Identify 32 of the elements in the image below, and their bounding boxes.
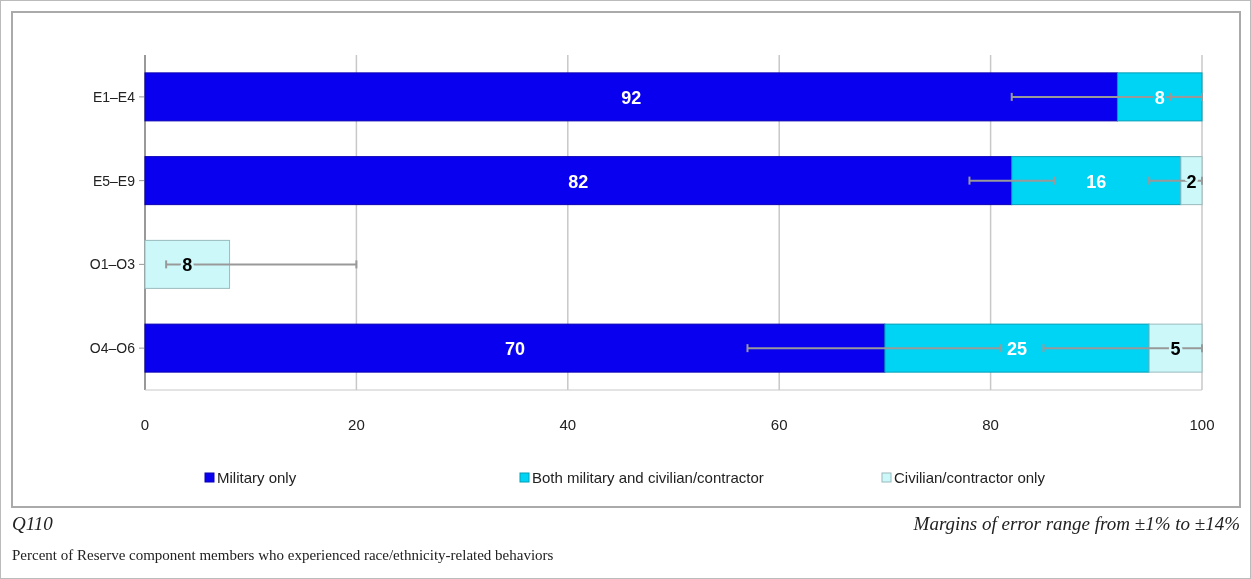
y-tick-label: O4–O6 xyxy=(89,340,136,357)
data-label: 25 xyxy=(1007,339,1028,360)
text: Q110 xyxy=(12,513,54,534)
bar xyxy=(1116,72,1203,122)
bar xyxy=(144,156,1013,206)
bar xyxy=(884,323,1150,373)
bar xyxy=(144,239,231,289)
text: Percent of Reserve component members who experienced race/ethnicity-related behaviors xyxy=(12,547,554,563)
x-tick-label: 20 xyxy=(348,416,365,433)
data-label: 8 xyxy=(182,255,193,276)
bar xyxy=(1148,323,1203,373)
x-tick-label: 60 xyxy=(770,416,788,433)
bar xyxy=(144,72,1118,122)
x-tick-label: 80 xyxy=(982,416,999,433)
y-tick-label: E5–E9 xyxy=(92,172,136,189)
data-label: 70 xyxy=(504,339,525,360)
x-tick-label: 40 xyxy=(559,416,577,433)
text: Margins of error range from ±1% to ±14% xyxy=(912,513,1240,534)
x-tick-label: 0 xyxy=(140,416,150,433)
x-tick-label: 100 xyxy=(1189,416,1215,433)
legend-label: Both military and civilian/contractor xyxy=(532,469,764,486)
legend-label: Civilian/contractor only xyxy=(894,469,1046,486)
legend-label: Military only xyxy=(217,469,297,486)
data-label: 16 xyxy=(1086,171,1107,192)
bar xyxy=(1011,156,1182,206)
y-tick-label: E1–E4 xyxy=(92,88,136,105)
bar xyxy=(144,323,886,373)
data-label: 5 xyxy=(1170,339,1181,360)
data-label: 82 xyxy=(568,171,589,192)
data-label: 2 xyxy=(1186,171,1197,192)
data-label: 92 xyxy=(621,87,642,108)
y-tick-label: O1–O3 xyxy=(89,256,136,273)
